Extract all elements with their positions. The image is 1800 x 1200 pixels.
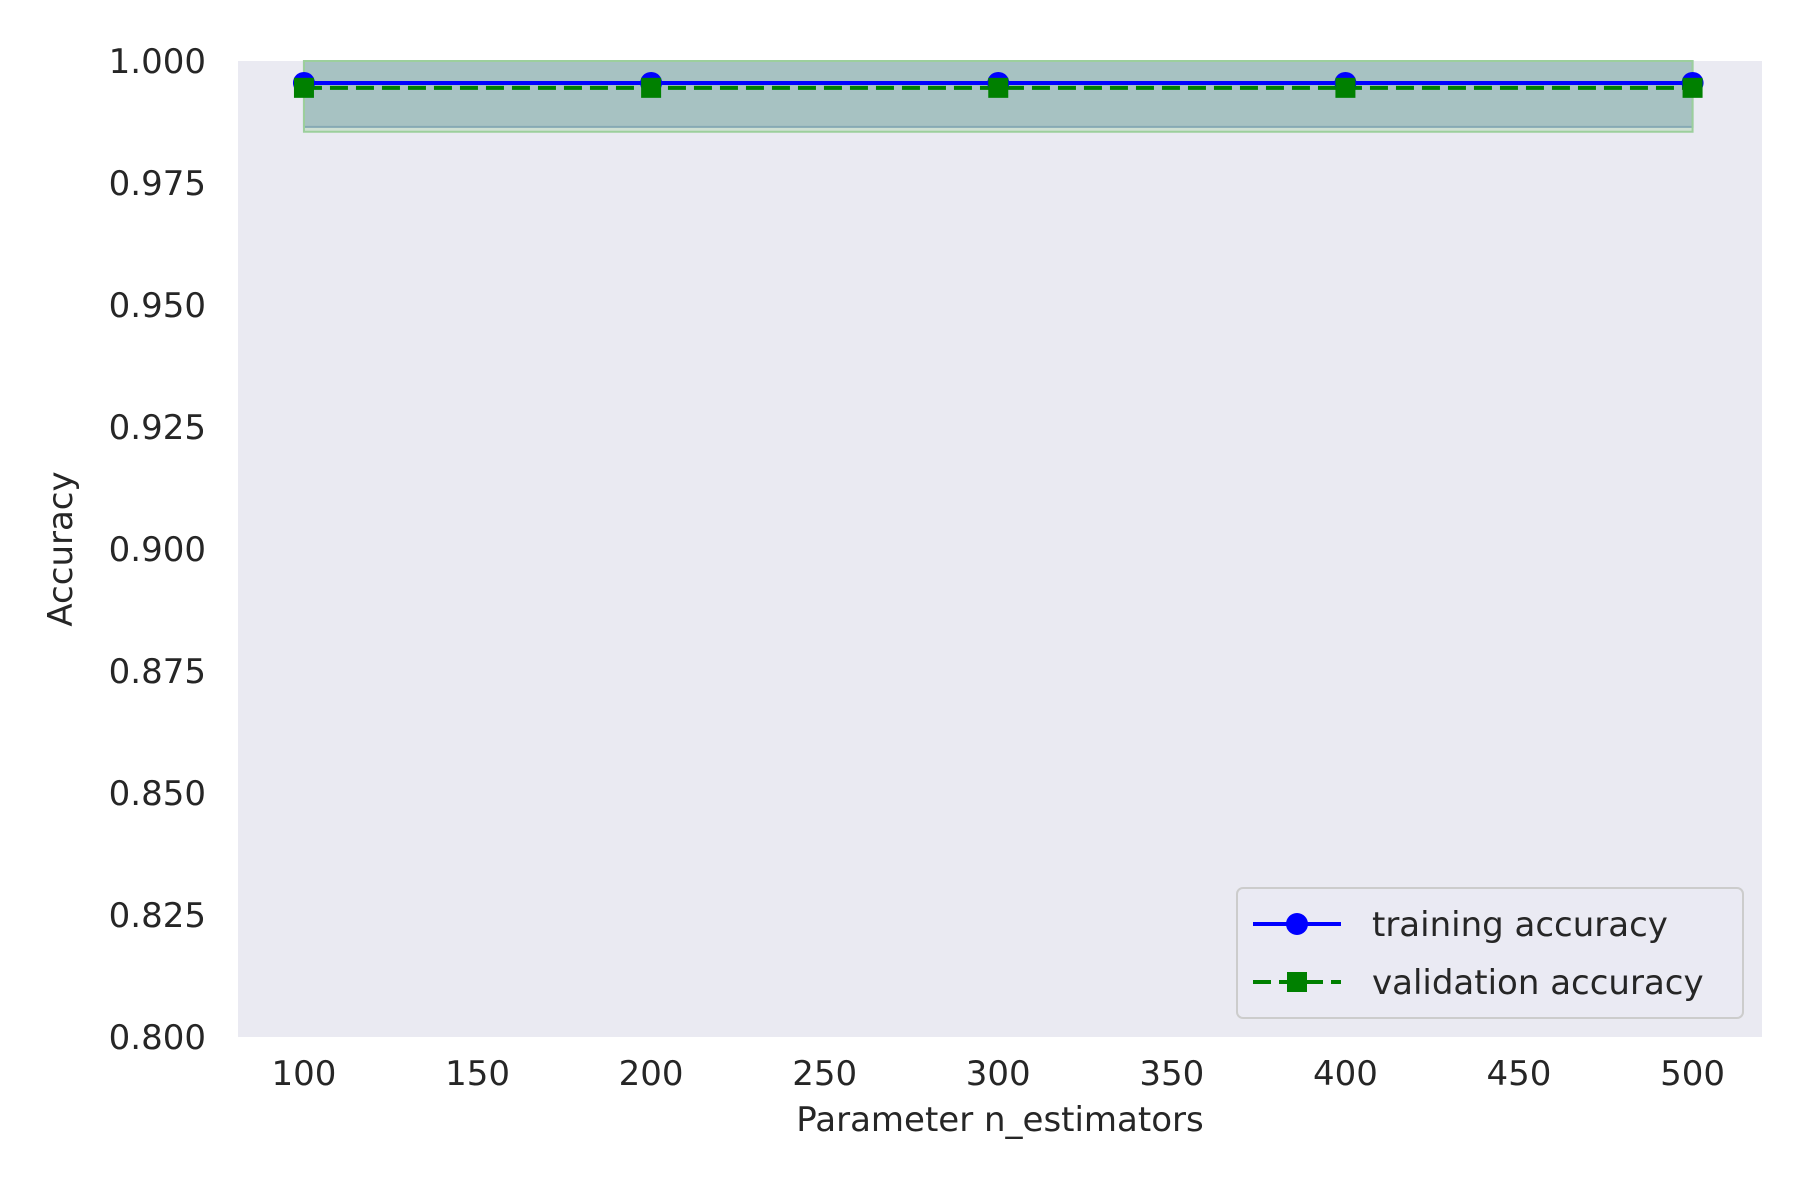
legend: training accuracy validation accuracy (1236, 887, 1744, 1019)
plot-area (238, 61, 1762, 1037)
x-tick-label: 350 (1139, 1054, 1204, 1094)
x-axis-label: Parameter n_estimators (796, 1100, 1203, 1140)
x-tick-label: 400 (1313, 1054, 1378, 1094)
validation-accuracy-point (1335, 77, 1356, 98)
legend-marker (1286, 913, 1308, 935)
y-tick-label: 0.950 (109, 286, 206, 326)
x-tick-label: 200 (619, 1054, 684, 1094)
x-tick-label: 100 (272, 1054, 337, 1094)
y-tick-label: 0.975 (109, 164, 206, 204)
x-tick-label: 300 (966, 1054, 1031, 1094)
y-axis-label: Accuracy (41, 471, 81, 626)
y-axis-ticks: 0.800 0.825 0.850 0.875 0.900 0.925 0.950 0.975… (109, 42, 206, 1058)
legend-label: validation accuracy (1372, 963, 1704, 1003)
y-tick-label: 0.900 (109, 530, 206, 570)
y-tick-label: 0.850 (109, 774, 206, 814)
y-tick-label: 0.925 (109, 408, 206, 448)
x-tick-label: 250 (792, 1054, 857, 1094)
validation-accuracy-point (293, 77, 314, 98)
legend-label: training accuracy (1372, 905, 1668, 945)
series-markers (292, 71, 1704, 98)
validation-accuracy-point (641, 77, 662, 98)
legend-frame (1236, 887, 1744, 1019)
y-tick-label: 0.875 (109, 652, 206, 692)
x-tick-label: 500 (1660, 1054, 1725, 1094)
x-axis-ticks: 100 150 200 250 300 350 400 450 500 (272, 1054, 1726, 1094)
y-tick-label: 0.800 (109, 1018, 206, 1058)
legend-marker (1287, 972, 1307, 992)
x-tick-label: 150 (445, 1054, 510, 1094)
y-tick-label: 1.000 (109, 42, 206, 82)
x-tick-label: 450 (1487, 1054, 1552, 1094)
validation-accuracy-point (1682, 77, 1703, 98)
validation-accuracy-point (988, 77, 1009, 98)
y-tick-label: 0.825 (109, 896, 206, 936)
